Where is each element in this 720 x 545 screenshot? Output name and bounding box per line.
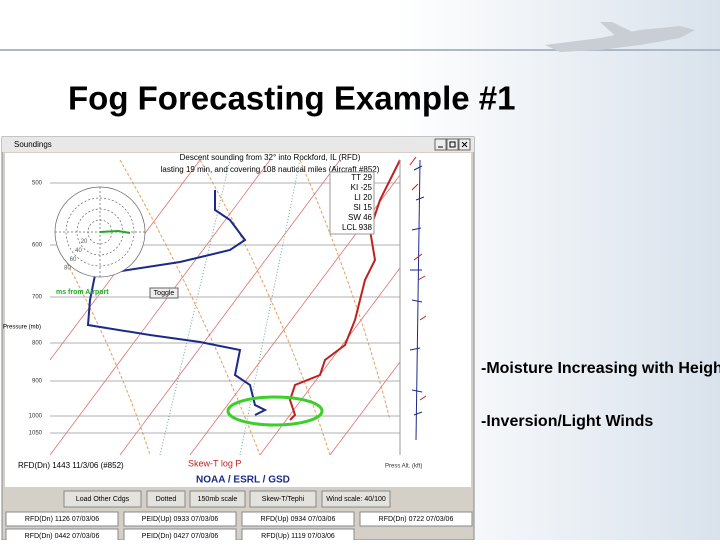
sounding-item-label[interactable]: RFD(Up) 0934 07/03/06 (261, 516, 336, 523)
pressure-label: 500 (32, 181, 43, 187)
pressure-label: 800 (32, 341, 43, 347)
button-label[interactable]: Load Other Cdgs (76, 496, 130, 503)
index-value: TT 29 (351, 173, 372, 182)
sounding-item[interactable] (241, 511, 355, 527)
button-label[interactable]: 150mb scale (198, 496, 238, 503)
sounding-item-label[interactable]: RFD(Dn) 0722 07/03/06 (379, 516, 454, 523)
isotherms (49, 159, 401, 456)
wind-barbs (409, 156, 427, 401)
adiabats (59, 159, 391, 456)
indices-box (329, 171, 375, 235)
sounding-item-label[interactable]: RFD(Dn) 1126 07/03/06 (25, 516, 99, 523)
ring-label: 20 (81, 239, 88, 245)
window-title: Soundings (14, 140, 52, 149)
sounding-item-label[interactable]: PEID(Dn) 0427 07/03/06 (142, 533, 219, 540)
button[interactable] (63, 490, 142, 508)
dewpoint-profile (86, 190, 268, 416)
toggle-label[interactable]: Toggle (154, 290, 175, 297)
sounding-id: RFD(Dn) 1443 11/3/06 (#852) (18, 461, 124, 470)
pressure-axis-label: Pressure (mb) (3, 325, 41, 331)
button-label[interactable]: Skew-T/Tephi (262, 496, 305, 503)
index-value: SI 15 (353, 203, 372, 212)
sounding-item[interactable] (5, 511, 119, 527)
button[interactable] (189, 490, 246, 508)
toggle-button[interactable] (149, 287, 179, 299)
index-value: KI -25 (351, 183, 373, 192)
button[interactable] (249, 490, 317, 508)
pressure-label: 700 (32, 295, 43, 301)
mixing-lines (159, 159, 301, 456)
window-controls[interactable] (434, 138, 471, 151)
ring-label: 40 (75, 248, 82, 254)
ring-label: 80 (64, 266, 71, 272)
highlight-ellipse (226, 395, 324, 427)
bullet: -Moisture Increasing with Height (481, 360, 720, 377)
button-label[interactable]: Dotted (156, 496, 177, 503)
index-value: LCL 938 (342, 223, 373, 232)
button[interactable] (146, 490, 186, 508)
title-bar (2, 137, 474, 152)
alt-axis-label: Press Alt. (kft) (385, 464, 422, 470)
sounding-item-label[interactable]: RFD(Up) 1119 07/03/06 (261, 533, 335, 540)
sounding-item-label[interactable]: PEID(Up) 0933 07/03/06 (142, 516, 219, 523)
diagram-name: Skew-T log P (188, 458, 241, 468)
button-label[interactable]: Wind scale: 40/100 (326, 496, 386, 503)
airplane (545, 22, 695, 52)
header-line: lasting 19 min, and covering 108 nautica… (161, 165, 380, 174)
pressure-label: 600 (32, 243, 43, 249)
pressure-label: 1050 (29, 431, 43, 437)
sounding-item-label[interactable]: RFD(Dn) 0442 07/03/06 (25, 533, 100, 540)
index-value: SW 46 (348, 213, 373, 222)
hodograph-label: ms from Airport (56, 289, 109, 296)
wind-profile (409, 159, 425, 441)
slide-title: Fog Forecasting Example #1 (68, 80, 515, 117)
bullet: -Inversion/Light Winds (481, 413, 653, 430)
index-value: LI 20 (354, 193, 372, 202)
credit: NOAA / ESRL / GSD (196, 475, 290, 486)
header-line: Descent sounding from 32° into Rockford,… (180, 153, 361, 162)
sounding-item[interactable] (123, 511, 237, 527)
sounding-item[interactable] (359, 511, 473, 527)
pressure-label: 1000 (29, 414, 43, 420)
pressure-label: 900 (32, 379, 43, 385)
hodograph (54, 186, 146, 278)
button[interactable] (321, 490, 391, 508)
ring-label: 60 (70, 257, 77, 263)
